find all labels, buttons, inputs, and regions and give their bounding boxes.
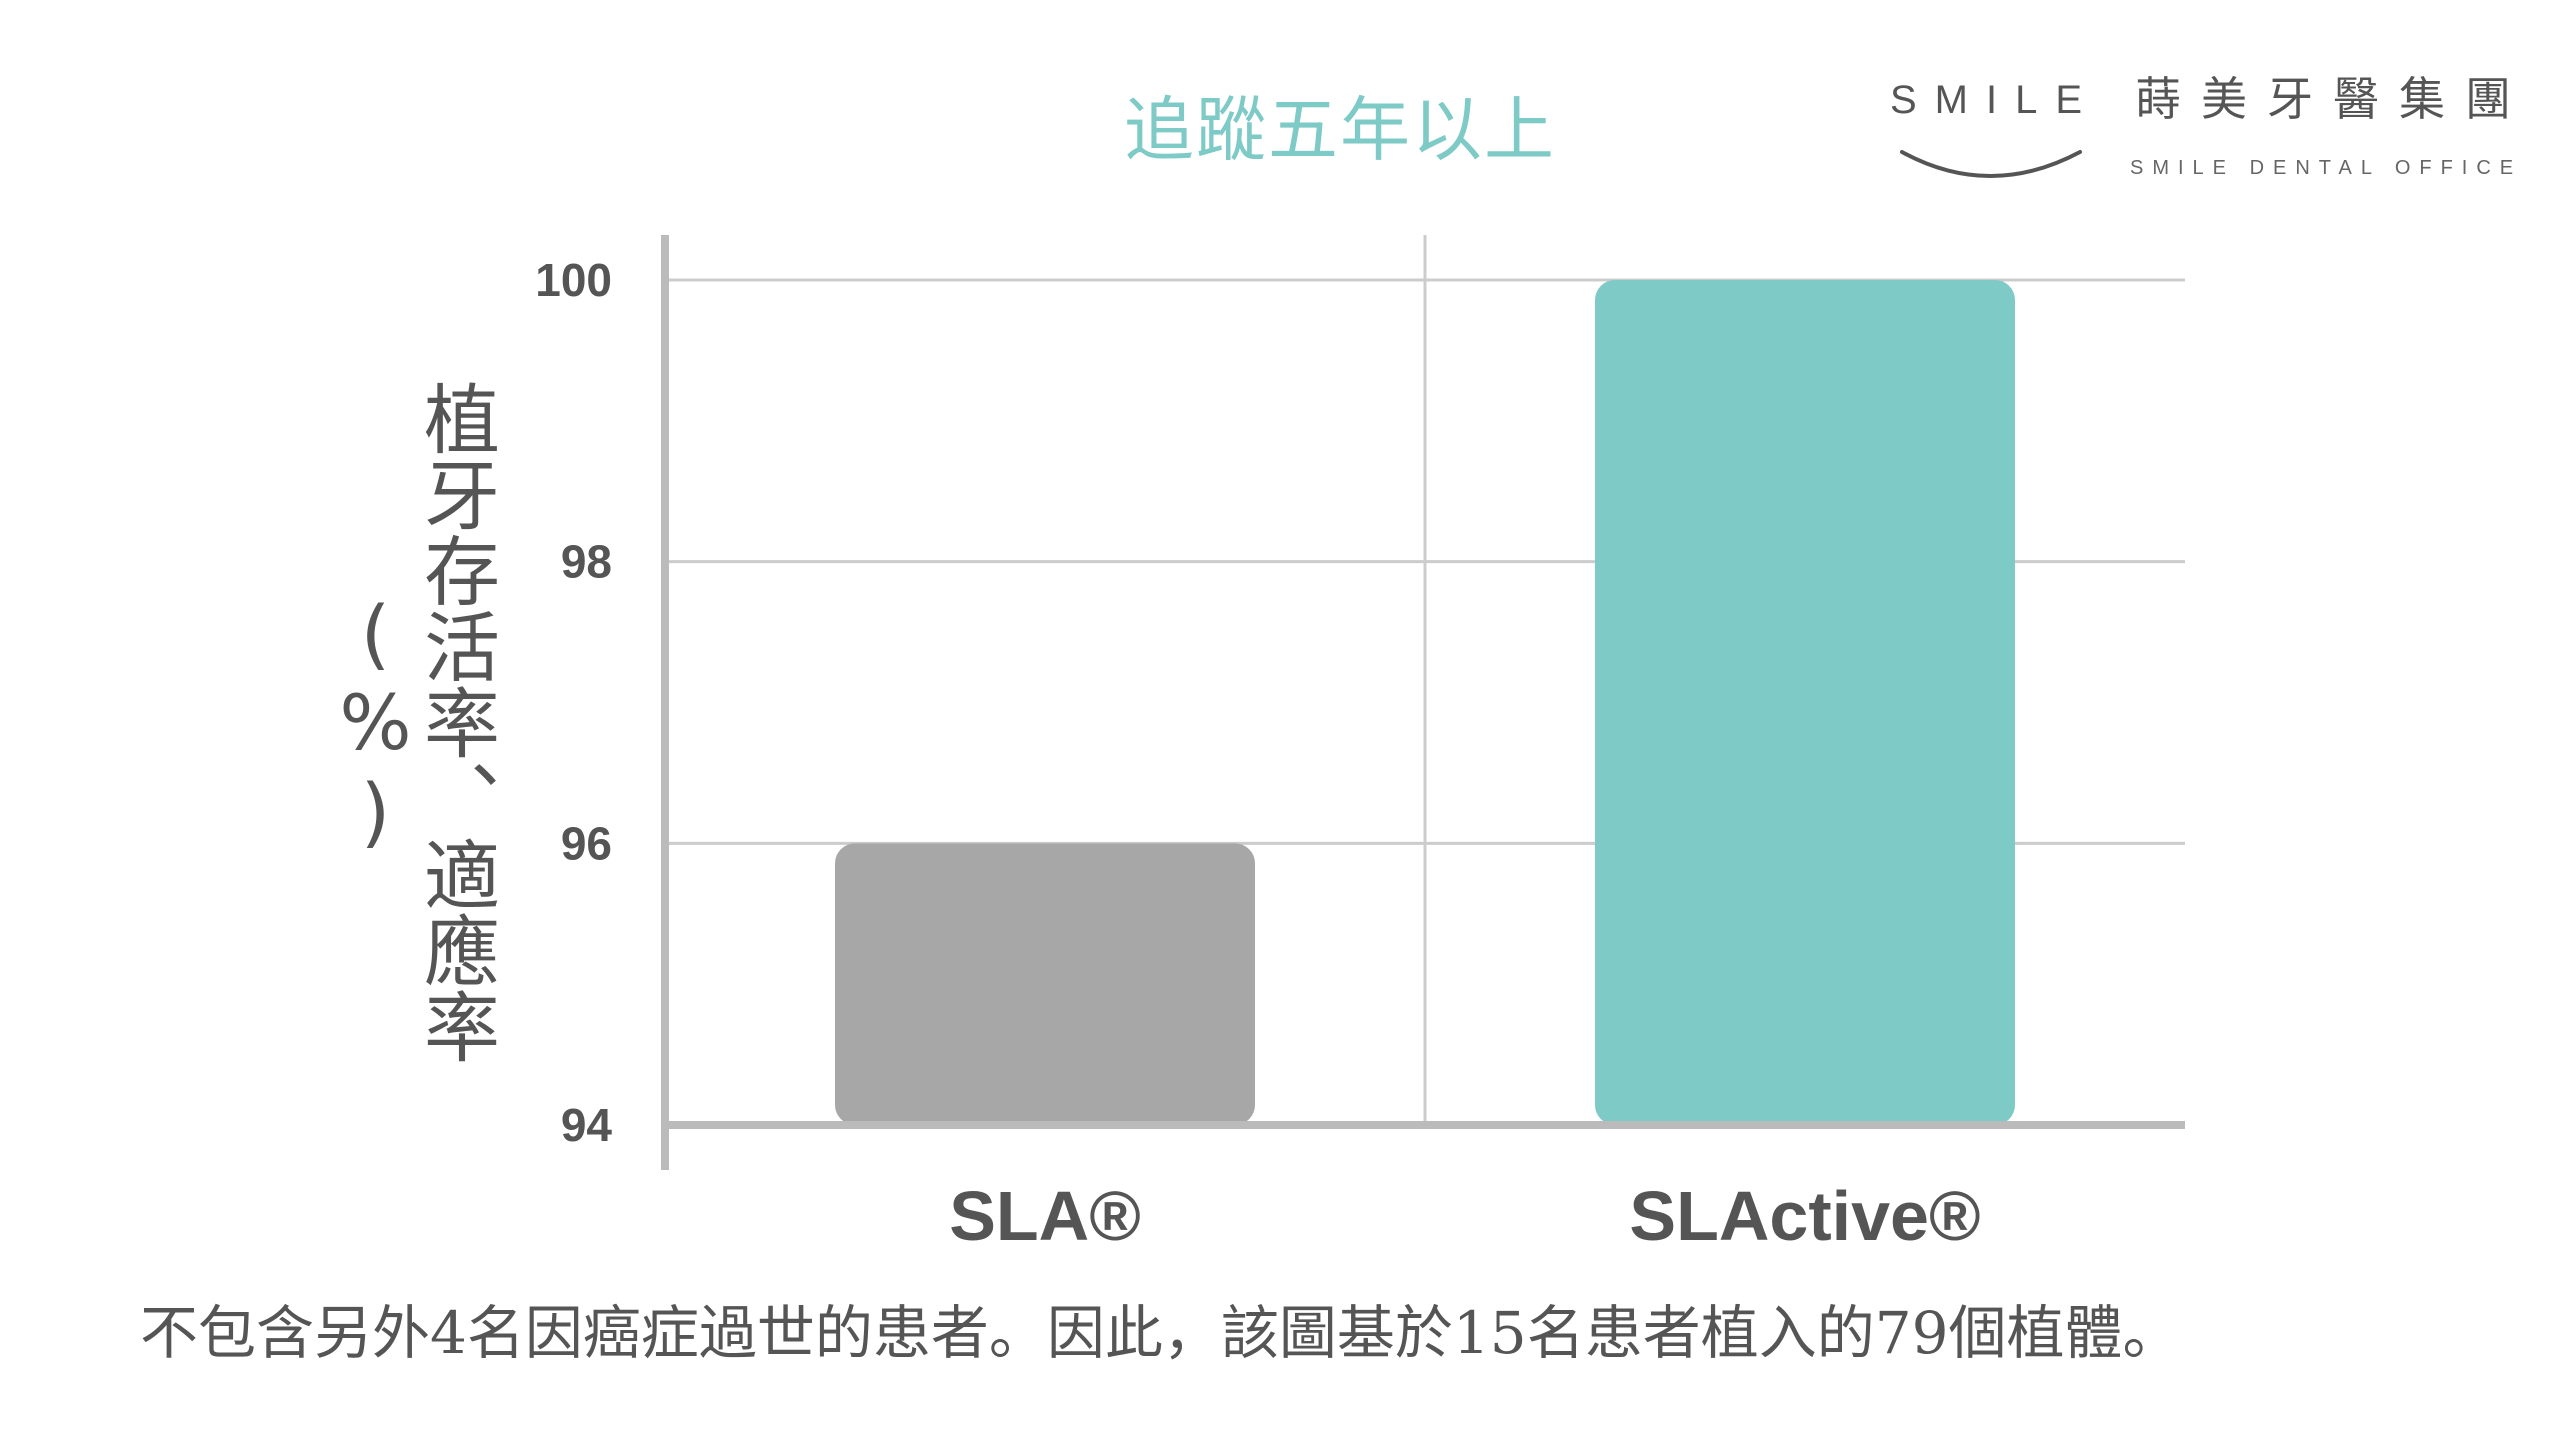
brand-logo: SMILE 蒔美牙醫集團 SMILE DENTAL OFFICE xyxy=(1890,76,2530,200)
footnote: 不包含另外4名因癌症過世的患者。因此，該圖基於15名患者植入的79個植體。 xyxy=(140,1299,2181,1367)
smile-curve-icon xyxy=(1900,150,2082,178)
y-tick-label: 96 xyxy=(561,817,612,869)
y-tick-label: 100 xyxy=(535,254,612,306)
y-axis-label: 植牙存活率、適應率(%) xyxy=(331,380,500,1064)
bar-chart: SLA® SLActive® 94 96 98 100 xyxy=(535,235,2185,1255)
y-tick-label: 94 xyxy=(561,1099,613,1151)
logo-chinese-name: 蒔美牙醫集團 xyxy=(2135,72,2531,126)
x-tick-label: SLActive® xyxy=(1629,1177,1980,1255)
bar xyxy=(835,843,1255,1125)
y-tick-label: 98 xyxy=(561,536,612,588)
logo-subtitle: SMILE DENTAL OFFICE xyxy=(2130,157,2523,179)
logo-smile-text: SMILE xyxy=(1890,78,2101,122)
bar xyxy=(1595,280,2015,1125)
x-tick-label: SLA® xyxy=(949,1177,1141,1255)
chart-title: 追蹤五年以上 xyxy=(1124,89,1556,171)
